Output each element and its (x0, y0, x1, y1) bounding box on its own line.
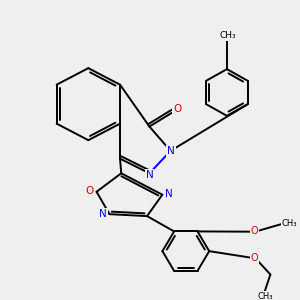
Text: CH₃: CH₃ (282, 219, 297, 228)
Text: CH₃: CH₃ (257, 292, 273, 300)
Text: N: N (146, 170, 154, 180)
Text: CH₃: CH₃ (219, 31, 236, 40)
Text: N: N (167, 146, 175, 156)
Text: N: N (99, 208, 107, 219)
Text: O: O (250, 253, 258, 263)
Text: O: O (173, 103, 181, 113)
Text: O: O (250, 226, 258, 236)
Text: N: N (165, 189, 173, 199)
Text: O: O (86, 186, 94, 196)
